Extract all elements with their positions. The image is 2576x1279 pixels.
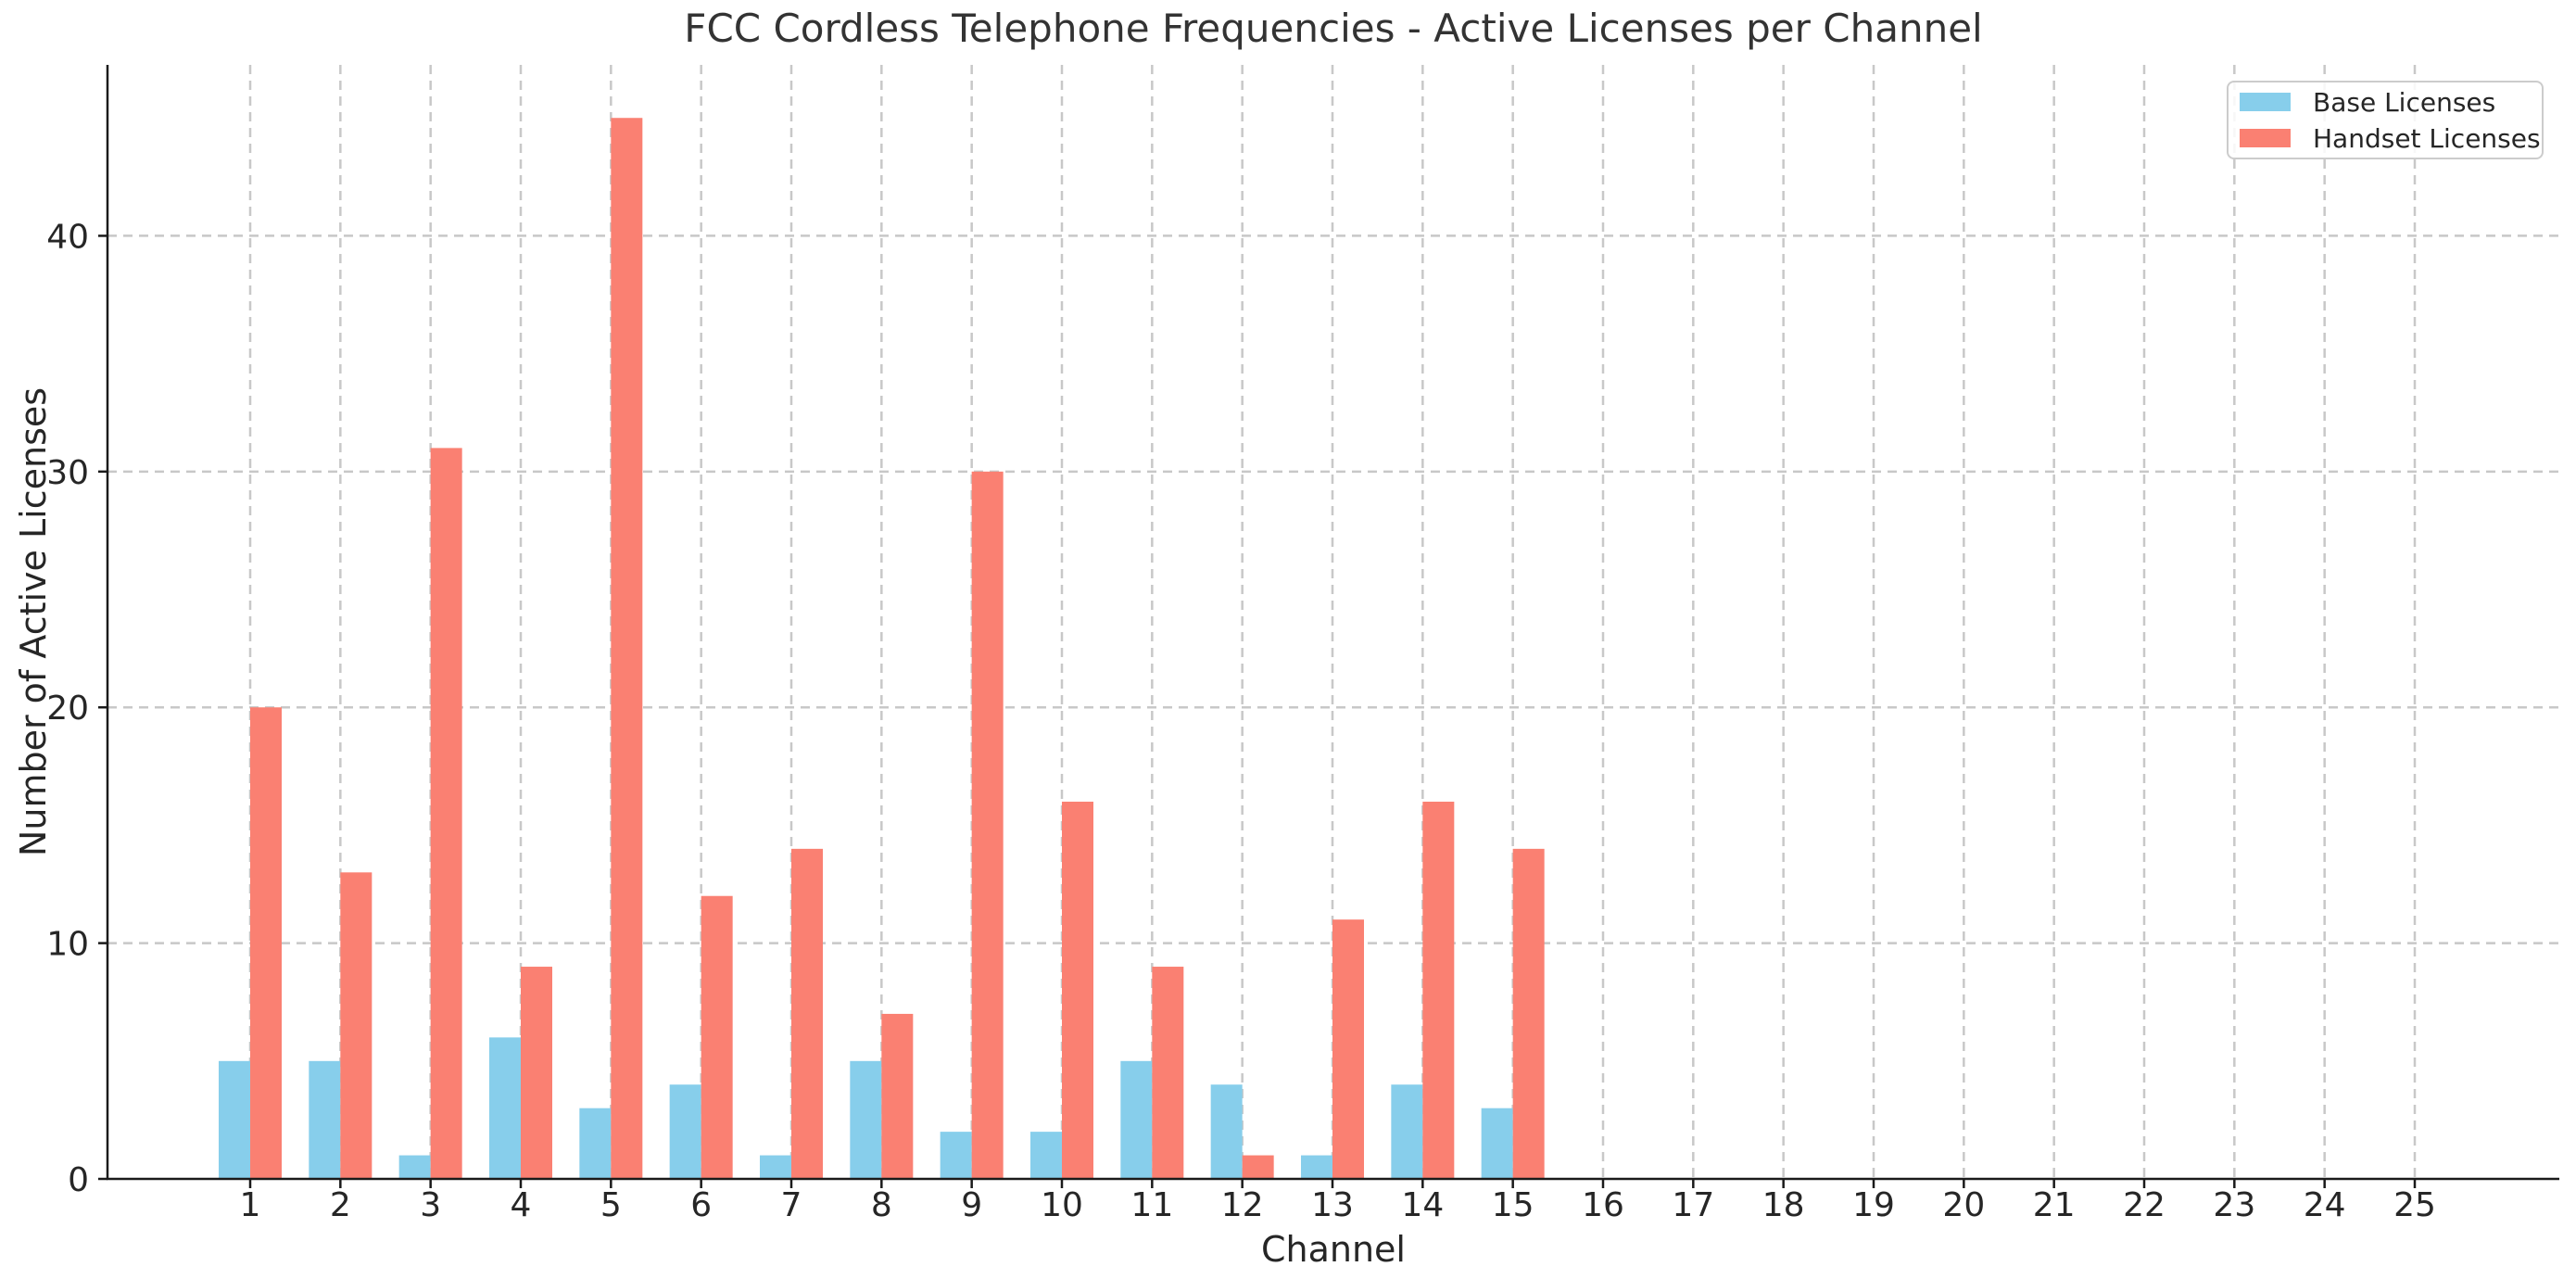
y-tick-label: 20 bbox=[46, 690, 89, 728]
x-tick-label: 1 bbox=[240, 1186, 261, 1224]
bar-base-licenses-ch2 bbox=[309, 1060, 341, 1179]
legend-item-base-licenses: Base Licenses bbox=[2240, 87, 2542, 118]
x-tick-label: 10 bbox=[1041, 1186, 1083, 1224]
x-tick-label: 4 bbox=[511, 1186, 532, 1224]
legend-swatch-handset-licenses bbox=[2240, 129, 2291, 147]
x-tick-label: 3 bbox=[420, 1186, 441, 1224]
bar-handset-licenses-ch4 bbox=[521, 967, 552, 1179]
bar-base-licenses-ch4 bbox=[489, 1037, 521, 1179]
bar-base-licenses-ch7 bbox=[760, 1155, 791, 1179]
bar-base-licenses-ch13 bbox=[1301, 1155, 1332, 1179]
x-tick-label: 13 bbox=[1311, 1186, 1354, 1224]
bar-base-licenses-ch1 bbox=[219, 1060, 250, 1179]
bar-base-licenses-ch6 bbox=[669, 1084, 701, 1179]
x-tick-label: 14 bbox=[1401, 1186, 1444, 1224]
x-tick-label: 11 bbox=[1130, 1186, 1173, 1224]
x-tick-label: 24 bbox=[2304, 1186, 2346, 1224]
bar-base-licenses-ch11 bbox=[1120, 1060, 1153, 1179]
bar-handset-licenses-ch10 bbox=[1062, 801, 1093, 1179]
bar-base-licenses-ch15 bbox=[1481, 1108, 1513, 1179]
x-tick-label: 8 bbox=[871, 1186, 892, 1224]
y-axis-label: Number of Active Licenses bbox=[13, 386, 54, 857]
legend-label-handset-licenses: Handset Licenses bbox=[2313, 122, 2541, 154]
x-tick-label: 20 bbox=[1942, 1186, 1985, 1224]
bar-handset-licenses-ch5 bbox=[611, 118, 643, 1180]
x-tick-label: 16 bbox=[1582, 1186, 1624, 1224]
legend-item-handset-licenses: Handset Licenses bbox=[2240, 123, 2542, 154]
x-tick-label: 23 bbox=[2213, 1186, 2255, 1224]
x-tick-label: 7 bbox=[781, 1186, 802, 1224]
y-tick-label: 10 bbox=[46, 926, 89, 964]
bar-handset-licenses-ch9 bbox=[971, 471, 1004, 1179]
x-tick-label: 22 bbox=[2123, 1186, 2166, 1224]
bar-handset-licenses-ch11 bbox=[1152, 967, 1184, 1179]
bar-handset-licenses-ch6 bbox=[701, 895, 733, 1179]
bar-handset-licenses-ch13 bbox=[1332, 919, 1364, 1179]
x-tick-label: 18 bbox=[1762, 1186, 1805, 1224]
bar-handset-licenses-ch12 bbox=[1242, 1155, 1274, 1179]
legend: Base Licenses Handset Licenses bbox=[2227, 81, 2544, 159]
bar-base-licenses-ch10 bbox=[1030, 1132, 1062, 1179]
y-tick-label: 0 bbox=[68, 1161, 89, 1199]
bar-handset-licenses-ch3 bbox=[430, 448, 462, 1179]
x-tick-label: 17 bbox=[1672, 1186, 1714, 1224]
bar-base-licenses-ch8 bbox=[850, 1060, 882, 1179]
x-tick-label: 6 bbox=[690, 1186, 712, 1224]
bar-handset-licenses-ch15 bbox=[1512, 848, 1545, 1179]
bar-base-licenses-ch12 bbox=[1210, 1084, 1243, 1179]
x-tick-label: 12 bbox=[1221, 1186, 1264, 1224]
bar-base-licenses-ch9 bbox=[940, 1132, 972, 1179]
bar-base-licenses-ch5 bbox=[579, 1108, 612, 1179]
bar-handset-licenses-ch8 bbox=[881, 1013, 914, 1179]
legend-label-base-licenses: Base Licenses bbox=[2313, 86, 2496, 118]
x-tick-label: 25 bbox=[2393, 1186, 2436, 1224]
bar-base-licenses-ch14 bbox=[1391, 1084, 1423, 1179]
bar-handset-licenses-ch14 bbox=[1422, 801, 1455, 1179]
chart-title: FCC Cordless Telephone Frequencies - Act… bbox=[684, 6, 1983, 51]
x-axis-label: Channel bbox=[1260, 1229, 1406, 1270]
x-tick-label: 2 bbox=[330, 1186, 351, 1224]
bar-handset-licenses-ch7 bbox=[791, 848, 823, 1179]
x-tick-label: 21 bbox=[2033, 1186, 2076, 1224]
bar-base-licenses-ch3 bbox=[398, 1155, 431, 1179]
y-tick-label: 30 bbox=[46, 454, 89, 492]
x-tick-label: 9 bbox=[961, 1186, 982, 1224]
x-tick-label: 15 bbox=[1492, 1186, 1534, 1224]
bar-handset-licenses-ch2 bbox=[340, 872, 373, 1179]
x-tick-label: 19 bbox=[1852, 1186, 1895, 1224]
bar-handset-licenses-ch1 bbox=[250, 707, 282, 1179]
y-tick-label: 40 bbox=[46, 218, 89, 256]
legend-swatch-base-licenses bbox=[2240, 93, 2291, 111]
x-tick-label: 5 bbox=[600, 1186, 622, 1224]
